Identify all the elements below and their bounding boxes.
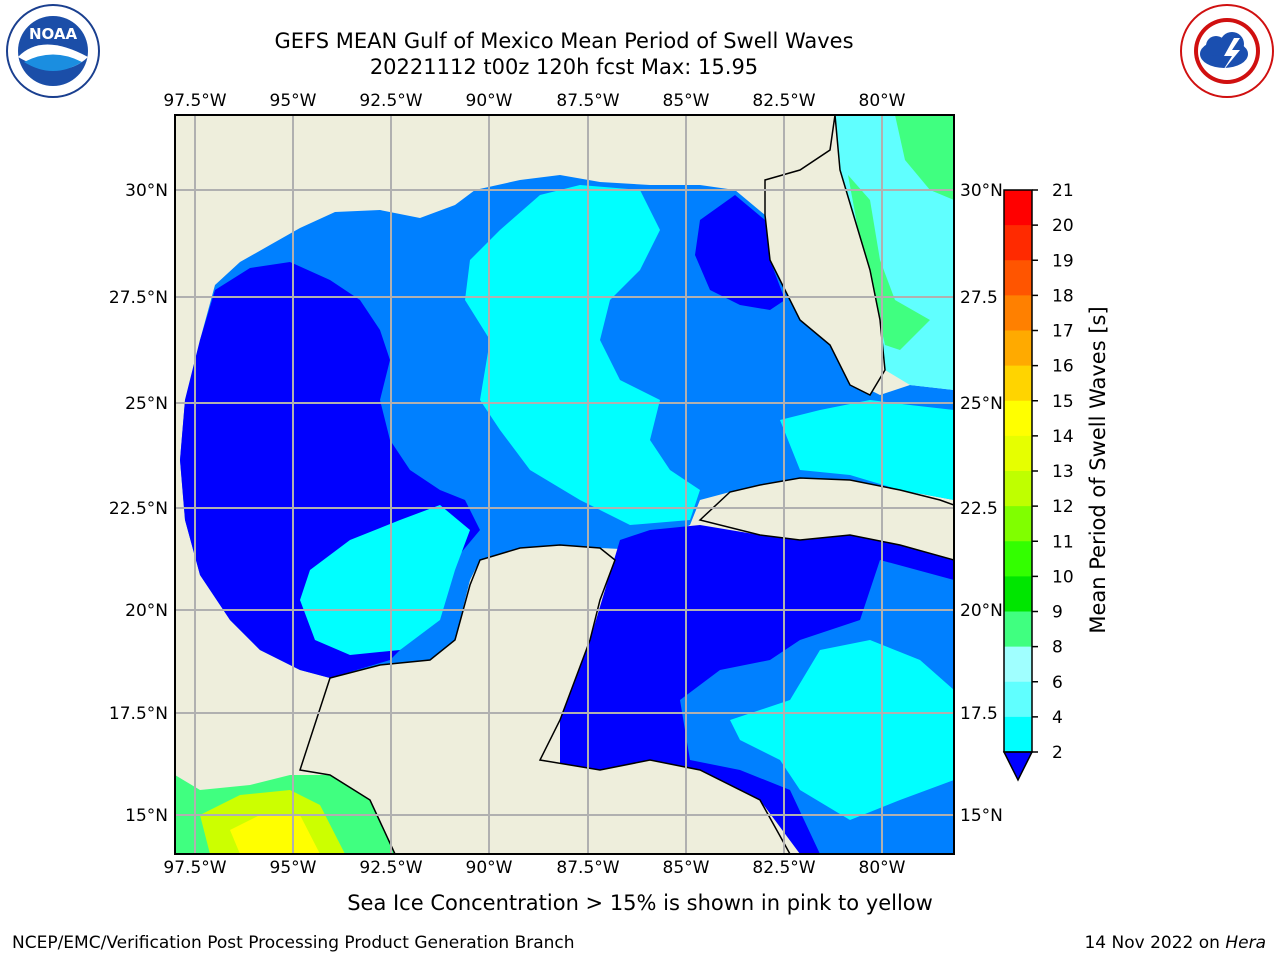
map-frame [174,114,955,855]
svg-text:NOAA: NOAA [29,25,78,43]
lon-label: 85°W [663,858,710,878]
lon-label: 92.5°W [359,858,422,878]
colorbar-tick-label: 20 [1052,216,1074,236]
colorbar-swatch [1004,225,1032,261]
colorbar-tick-label: 6 [1052,673,1063,693]
colorbar-swatch [1004,400,1032,437]
lat-label: 27.5 [960,288,998,308]
nws-logo [1180,4,1274,98]
colorbar-swatch [1004,646,1032,683]
lon-label: 82.5°W [752,858,815,878]
map-grid [175,115,954,854]
footer-date-text: 14 Nov 2022 on [1084,933,1220,953]
map-area [175,115,954,854]
colorbar-swatch [1004,681,1032,718]
lat-label: 15°N [125,806,168,826]
colorbar-swatch [1004,471,1032,507]
lon-label: 82.5°W [752,91,815,111]
colorbar-swatch [1004,330,1032,367]
footer-host: Hera [1225,933,1266,953]
colorbar-swatch [1004,365,1032,402]
atlantic-green-region [895,115,954,200]
colorbar-tick-label: 9 [1052,603,1063,623]
colorbar-swatch [1004,611,1032,648]
pacific-yellow-core [230,815,320,854]
noaa-logo: NOAA [6,4,100,98]
yucatan-land [299,544,791,854]
colorbar-tick-label: 17 [1052,322,1074,342]
lon-label: 87.5°W [556,858,619,878]
lat-label: 22.5°N [109,499,168,519]
lat-label: 20°N [960,601,1003,621]
title-line-2: 20221112 t00z 120h fcst Max: 15.95 [369,55,759,79]
lon-label: 85°W [663,91,710,111]
chart-title: GEFS MEAN Gulf of Mexico Mean Period of … [0,28,1128,80]
lon-label: 92.5°W [359,91,422,111]
lat-label: 17.5°N [109,704,168,724]
colorbar-swatch [1004,541,1032,577]
lat-labels-right: 30°N 27.5 25°N 22.5 20°N 17.5 15°N [960,181,1003,826]
colorbar-tick-label: 4 [1052,708,1063,728]
footer-credit: NCEP/EMC/Verification Post Processing Pr… [12,933,575,953]
lat-label: 27.5°N [109,288,168,308]
lat-label: 25°N [125,394,168,414]
caption: Sea Ice Concentration > 15% is shown in … [0,891,1280,915]
colorbar-extend-arrow [1002,751,1034,782]
colorbar-tick-label: 18 [1052,286,1074,306]
caption-text: Sea Ice Concentration > 15% is shown in … [347,891,933,915]
colorbar-tick-label: 13 [1052,462,1074,482]
colorbar-tick-label: 21 [1052,181,1074,201]
lon-label: 80°W [859,858,906,878]
lon-label: 95°W [270,858,317,878]
lat-label: 15°N [960,806,1003,826]
colorbar-tick-label: 2 [1052,743,1063,763]
lat-label: 17.5 [960,704,998,724]
colorbar-swatch [1004,190,1032,226]
colorbar-tick-label: 10 [1052,567,1074,587]
title-line-1: GEFS MEAN Gulf of Mexico Mean Period of … [274,29,854,53]
lat-labels-left: 30°N 27.5°N 25°N 22.5°N 20°N 17.5°N 15°N [109,181,168,826]
straits-cyan-region [780,400,954,500]
colorbar-swatch [1004,576,1032,612]
colorbar-swatch [1004,295,1032,331]
colorbar-swatch [1004,260,1032,296]
lon-label: 95°W [270,91,317,111]
lat-label: 30°N [125,181,168,201]
colorbar-tick-label: 15 [1052,392,1074,412]
campeche-cyan-region [300,505,470,655]
colorbar-tick-label: 14 [1052,427,1074,447]
colorbar-label: Mean Period of Swell Waves [s] [1086,306,1110,633]
colorbar-swatch [1004,435,1032,472]
lat-label: 20°N [125,601,168,621]
colorbar-tick-label: 12 [1052,497,1074,517]
lon-label: 97.5°W [163,858,226,878]
lon-labels-top: 97.5°W 95°W 92.5°W 90°W 87.5°W 85°W 82.5… [163,91,905,111]
colorbar-tick-label: 8 [1052,638,1063,658]
colorbar-tick-label: 11 [1052,532,1074,552]
colorbar-tick-label: 16 [1052,357,1074,377]
lon-label: 90°W [466,91,513,111]
caribbean-cyan-region [730,640,954,820]
lon-label: 90°W [466,858,513,878]
lat-label: 25°N [960,394,1003,414]
lat-label: 22.5 [960,499,998,519]
colorbar-tick-label: 19 [1052,251,1074,271]
footer-date: 14 Nov 2022 on Hera [1084,933,1266,953]
atlantic-green-coast [848,175,930,350]
colorbar: 21 20 19 18 17 16 15 14 13 12 11 10 9 8 6 4 2 [1002,181,1074,782]
lon-label: 87.5°W [556,91,619,111]
central-cyan-region [465,185,700,525]
lon-label: 80°W [859,91,906,111]
lon-labels-bottom: 97.5°W 95°W 92.5°W 90°W 87.5°W 85°W 82.5… [163,858,905,878]
lat-label: 30°N [960,181,1003,201]
northeast-dark-region [695,195,785,310]
lon-label: 97.5°W [163,91,226,111]
colorbar-swatch [1004,506,1032,542]
colorbar-swatch [1004,716,1032,753]
cuba-land [698,477,954,561]
